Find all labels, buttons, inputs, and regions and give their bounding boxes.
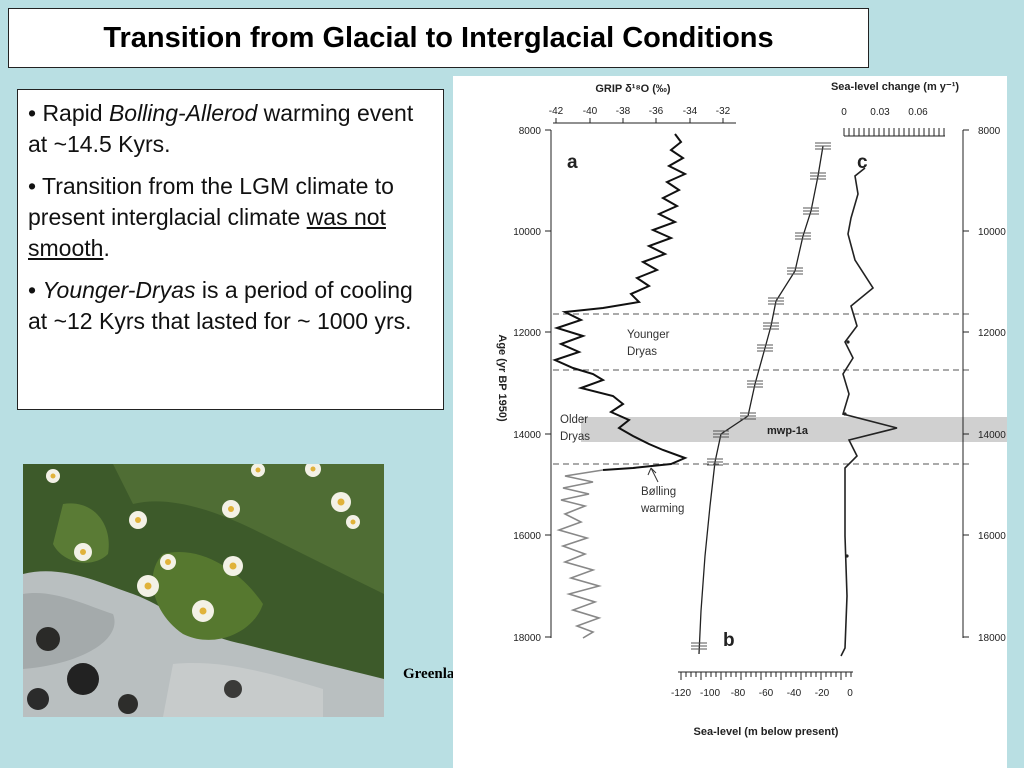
sea-level-curve — [698, 145, 824, 655]
grip-tick-label: -32 — [716, 106, 731, 117]
sea-level-rate-curve — [840, 167, 898, 657]
y-tick-label: 14000 — [513, 430, 541, 441]
sea-level-tick-label: -120 — [671, 688, 691, 699]
y-axis-title: Age (yr BP 1950) — [496, 334, 508, 422]
grip-ice-core-figure: 8000 10000 12000 14000 16000 18000 Age (… — [453, 76, 1007, 768]
sea-level-tick-label: -40 — [787, 688, 802, 699]
grip-tick-label: -36 — [649, 106, 664, 117]
sea-level-tick-label: -60 — [759, 688, 774, 699]
older-dryas-label-2: Dryas — [560, 431, 590, 443]
bullet-transition: • Transition from the LGM climate to pre… — [28, 173, 394, 261]
grip-tick-label: -42 — [549, 106, 564, 117]
y-tick-label-right: 16000 — [978, 531, 1006, 542]
sea-level-tick-label: -20 — [815, 688, 830, 699]
younger-dryas-label: Younger — [627, 329, 670, 341]
rate-tick-label: 0 — [841, 107, 847, 118]
grip-d18o-curve — [552, 133, 688, 471]
mountain-avens-flowers-image — [23, 464, 384, 717]
grip-tick-label: -40 — [583, 106, 598, 117]
slide-title: Transition from Glacial to Interglacial … — [103, 21, 774, 54]
slide-title-box: Transition from Glacial to Interglacial … — [8, 8, 869, 68]
y-tick-label: 12000 — [513, 328, 541, 339]
bullet-younger-dryas: • Younger-Dryas is a period of cooling a… — [28, 277, 413, 334]
y-tick-label: 16000 — [513, 531, 541, 542]
younger-dryas-label-2: Dryas — [627, 346, 657, 358]
panel-c-label: c — [857, 152, 868, 173]
grip-axis-title: GRIP δ¹⁸O (‰) — [595, 83, 671, 95]
sea-level-tick-label: -100 — [700, 688, 720, 699]
y-tick-label-right: 10000 — [978, 227, 1006, 238]
sea-level-axis-title: Sea-level (m below present) — [694, 726, 839, 738]
mwp-band — [581, 417, 1007, 442]
bullet-list: • Rapid Bolling-Allerod warming event at… — [17, 89, 444, 410]
bolling-warming-label: Bølling — [641, 486, 676, 498]
y-tick-label-right: 14000 — [978, 430, 1006, 441]
grip-tick-label: -34 — [683, 106, 698, 117]
ice-core-diagram: 8000 10000 12000 14000 16000 18000 Age (… — [496, 81, 1007, 738]
y-tick-label-right: 12000 — [978, 328, 1006, 339]
bullet-bolling-allerod: • Rapid Bolling-Allerod warming event at… — [28, 100, 414, 157]
y-tick-label-right: 8000 — [978, 126, 1001, 137]
sea-level-change-axis-title: Sea-level change (m y⁻¹) — [831, 81, 959, 93]
older-dryas-label: Older — [560, 414, 588, 426]
flower-photo — [23, 464, 384, 717]
y-tick-label: 18000 — [513, 633, 541, 644]
sea-level-tick-label: -80 — [731, 688, 746, 699]
y-tick-label-right: 18000 — [978, 633, 1006, 644]
sea-level-tick-label: 0 — [847, 688, 853, 699]
y-tick-label: 10000 — [513, 227, 541, 238]
mwp-1a-label: mwp-1a — [767, 425, 809, 437]
panel-b-label: b — [723, 630, 735, 651]
y-tick-label: 8000 — [519, 126, 542, 137]
bolling-arrow — [650, 467, 659, 483]
grip-tick-label: -38 — [616, 106, 631, 117]
panel-a-label: a — [567, 152, 578, 173]
bolling-warming-label-2: warming — [640, 503, 684, 515]
rate-tick-label: 0.06 — [908, 107, 928, 118]
grip-d18o-older-curve — [556, 469, 604, 639]
rate-tick-label: 0.03 — [870, 107, 890, 118]
